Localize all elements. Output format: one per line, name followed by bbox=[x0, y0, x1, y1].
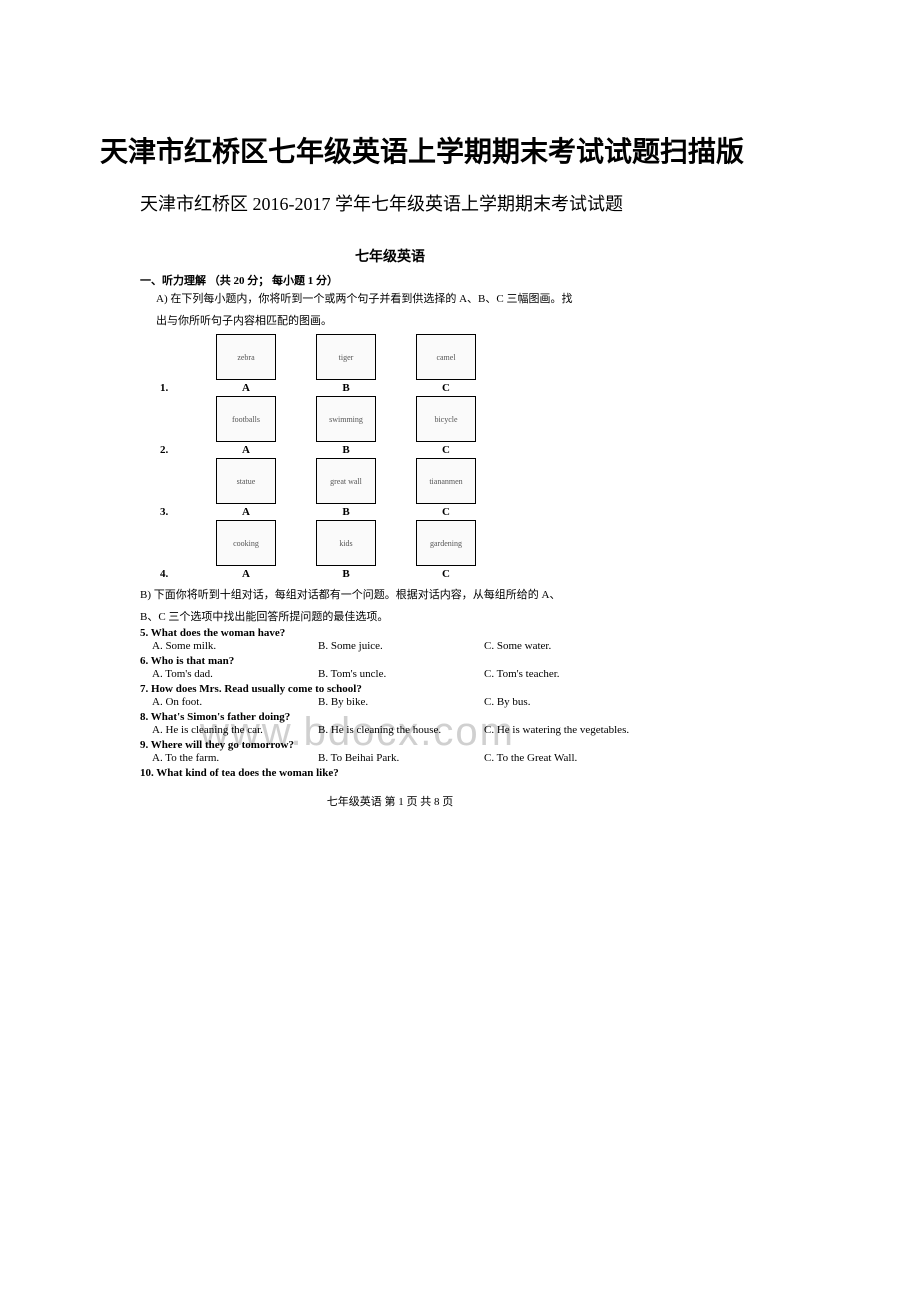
option-b: B. By bike. bbox=[318, 696, 484, 708]
picture-option: footballs bbox=[216, 396, 276, 442]
scan-header: 七年级英语 bbox=[130, 246, 650, 266]
picture-option: kids bbox=[316, 520, 376, 566]
option-b: B. To Beihai Park. bbox=[318, 752, 484, 764]
option-c: C. Some water. bbox=[484, 640, 650, 652]
option-label: C bbox=[442, 506, 450, 518]
option-label: B bbox=[342, 506, 349, 518]
question-text: 7. How does Mrs. Read usually come to sc… bbox=[140, 683, 650, 695]
section-a-heading: 一、听力理解 （共 20 分； 每小题 1 分） bbox=[140, 272, 650, 288]
row-number: 4. bbox=[160, 568, 176, 580]
option-c: C. To the Great Wall. bbox=[484, 752, 650, 764]
picture-option: bicycle bbox=[416, 396, 476, 442]
picture-row: 1. zebra A tiger B camel C bbox=[160, 334, 650, 394]
option-a: A. He is cleaning the car. bbox=[152, 724, 318, 736]
option-label: A bbox=[242, 568, 250, 580]
picture-row: 2. footballs A swimming B bicycle C bbox=[160, 396, 650, 456]
option-c: C. He is watering the vegetables. bbox=[484, 724, 650, 736]
section-a-instruction-2: 出与你所听句子内容相匹配的图画。 bbox=[156, 312, 650, 328]
option-c: C. By bus. bbox=[484, 696, 650, 708]
option-a: A. To the farm. bbox=[152, 752, 318, 764]
option-b: B. Tom's uncle. bbox=[318, 668, 484, 680]
scan-page-footer: 七年级英语 第 1 页 共 8 页 bbox=[130, 793, 650, 809]
option-a: A. On foot. bbox=[152, 696, 318, 708]
option-label: B bbox=[342, 382, 349, 394]
picture-option: great wall bbox=[316, 458, 376, 504]
option-label: C bbox=[442, 568, 450, 580]
section-b-instruction-2: B、C 三个选项中找出能回答所提问题的最佳选项。 bbox=[140, 608, 650, 624]
subtitle: 天津市红桥区 2016-2017 学年七年级英语上学期期末考试试题 bbox=[0, 190, 920, 246]
option-label: C bbox=[442, 382, 450, 394]
row-number: 3. bbox=[160, 506, 176, 518]
question-text: 8. What's Simon's father doing? bbox=[140, 711, 650, 723]
option-label: B bbox=[342, 568, 349, 580]
section-a-instruction-1: A) 在下列每小题内，你将听到一个或两个句子并看到供选择的 A、B、C 三幅图画… bbox=[156, 290, 650, 306]
picture-option: tiananmen bbox=[416, 458, 476, 504]
picture-option: gardening bbox=[416, 520, 476, 566]
page-title: 天津市红桥区七年级英语上学期期末考试试题扫描版 bbox=[0, 0, 920, 190]
option-label: C bbox=[442, 444, 450, 456]
picture-option: swimming bbox=[316, 396, 376, 442]
option-a: A. Tom's dad. bbox=[152, 668, 318, 680]
picture-option: statue bbox=[216, 458, 276, 504]
option-b: B. He is cleaning the house. bbox=[318, 724, 484, 736]
picture-row: 4. cooking A kids B gardening C bbox=[160, 520, 650, 580]
question-text: 9. Where will they go tomorrow? bbox=[140, 739, 650, 751]
picture-option: tiger bbox=[316, 334, 376, 380]
option-label: B bbox=[342, 444, 349, 456]
option-a: A. Some milk. bbox=[152, 640, 318, 652]
row-number: 2. bbox=[160, 444, 176, 456]
question-text: 6. Who is that man? bbox=[140, 655, 650, 667]
option-label: A bbox=[242, 444, 250, 456]
picture-option: camel bbox=[416, 334, 476, 380]
row-number: 1. bbox=[160, 382, 176, 394]
section-b-instruction-1: B) 下面你将听到十组对话，每组对话都有一个问题。根据对话内容，从每组所给的 A… bbox=[140, 586, 650, 602]
picture-row: 3. statue A great wall B tiananmen C bbox=[160, 458, 650, 518]
option-c: C. Tom's teacher. bbox=[484, 668, 650, 680]
question-text: 5. What does the woman have? bbox=[140, 627, 650, 639]
scanned-exam-page: 七年级英语 一、听力理解 （共 20 分； 每小题 1 分） A) 在下列每小题… bbox=[130, 246, 650, 809]
option-label: A bbox=[242, 382, 250, 394]
option-b: B. Some juice. bbox=[318, 640, 484, 652]
question-text: 10. What kind of tea does the woman like… bbox=[140, 767, 650, 779]
option-label: A bbox=[242, 506, 250, 518]
picture-option: zebra bbox=[216, 334, 276, 380]
picture-option: cooking bbox=[216, 520, 276, 566]
